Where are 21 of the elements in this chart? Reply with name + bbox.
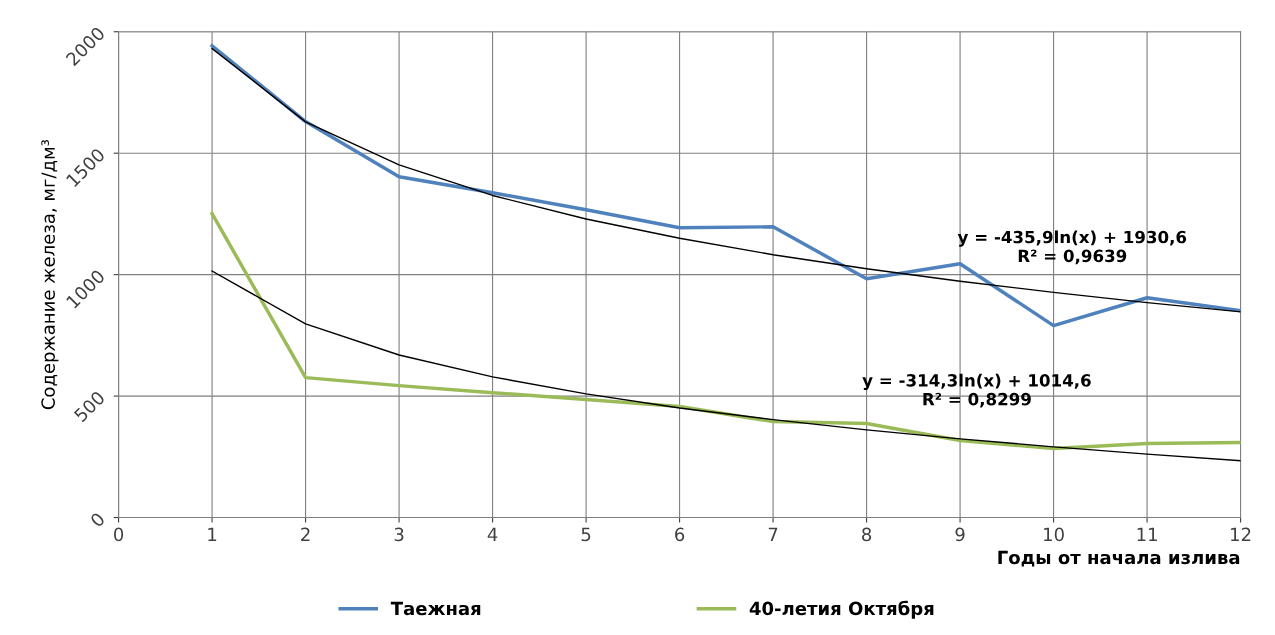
x-tick-label: 12: [1231, 527, 1251, 541]
y-axis-title: Содержание железа, мг/дм³: [41, 140, 59, 410]
annotation: y = -435,9ln(x) + 1930,6 R² = 0,9639: [957, 230, 1187, 265]
x-tick-label: 0: [114, 527, 124, 542]
legend-label: Таежная: [390, 601, 481, 616]
x-tick-label: 10: [1044, 527, 1064, 542]
x-tick-label: 9: [955, 527, 965, 542]
x-tick-label: 1: [208, 527, 217, 541]
x-tick-label: 3: [394, 527, 404, 542]
x-tick-label: 6: [675, 527, 685, 542]
x-tick-label: 4: [487, 527, 498, 541]
x-tick-label: 2: [301, 527, 310, 541]
x-tick-label: 7: [768, 527, 778, 541]
x-axis-title: Годы от начала излива: [998, 550, 1240, 567]
y-tick-label: 500: [73, 390, 106, 423]
legend-label: 40-летия Октября: [749, 600, 934, 619]
x-tick-label: 5: [581, 527, 591, 542]
y-tick-label: 0: [89, 511, 106, 528]
annotation: y = -314,3ln(x) + 1014,6 R² = 0,8299: [862, 373, 1091, 408]
x-tick-label: 11: [1137, 527, 1157, 541]
x-tick-label: 8: [862, 527, 872, 542]
